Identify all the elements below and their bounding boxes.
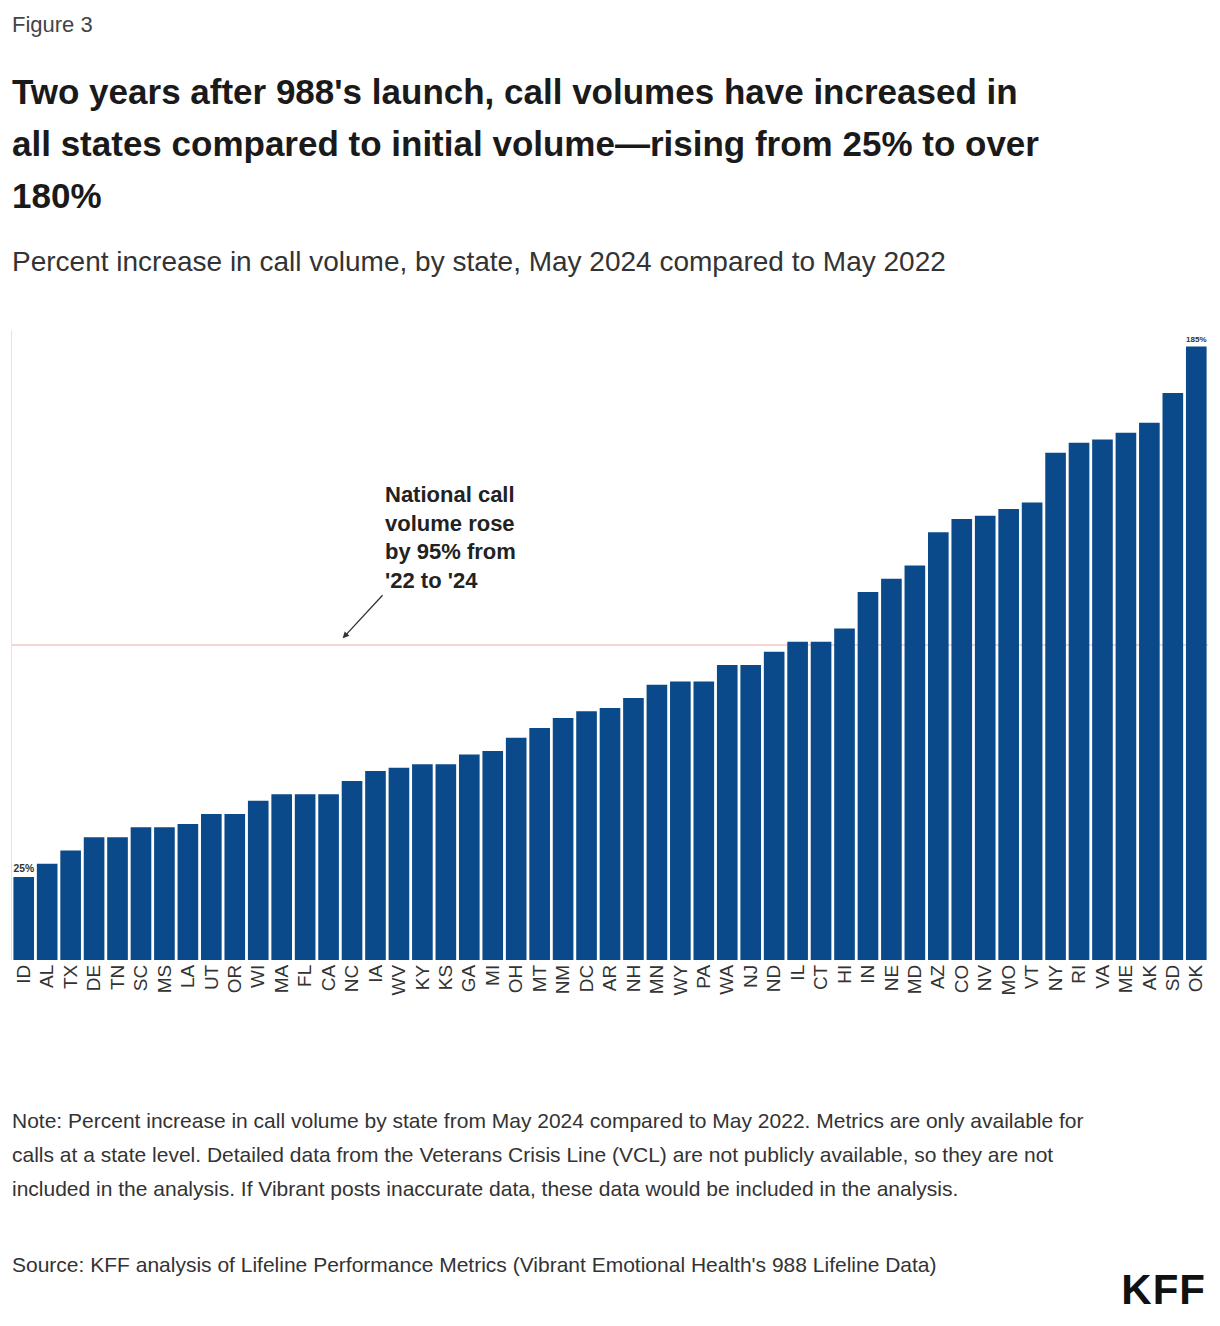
svg-text:MO: MO — [998, 965, 1019, 996]
svg-text:LA: LA — [177, 964, 198, 988]
svg-text:25%: 25% — [13, 863, 34, 874]
svg-text:TX: TX — [60, 964, 81, 989]
svg-text:DC: DC — [576, 965, 597, 992]
html-text:Percent increase in call volum: Percent increase in call volume, by stat… — [12, 246, 946, 277]
svg-text:NJ: NJ — [740, 965, 761, 988]
svg-text:IN: IN — [857, 965, 878, 984]
svg-text:ID: ID — [13, 965, 34, 984]
html-text:all states compared to initial: all states compared to initial volume—ri… — [12, 124, 1039, 163]
svg-text:MI: MI — [482, 965, 503, 986]
svg-text:CA: CA — [318, 964, 339, 991]
svg-text:KS: KS — [435, 965, 456, 990]
svg-text:DE: DE — [83, 965, 104, 991]
svg-text:WY: WY — [670, 964, 691, 995]
svg-text:MT: MT — [529, 964, 550, 992]
svg-text:OH: OH — [505, 965, 526, 994]
svg-text:CT: CT — [810, 964, 831, 990]
svg-text:WV: WV — [388, 964, 409, 995]
svg-text:National callvolume roseby 95%: National callvolume roseby 95% from'22 t… — [385, 482, 516, 593]
svg-text:MD: MD — [904, 965, 925, 995]
svg-text:AZ: AZ — [927, 964, 948, 989]
svg-text:OK: OK — [1185, 964, 1206, 992]
svg-text:IL: IL — [787, 965, 808, 981]
svg-text:RI: RI — [1068, 965, 1089, 984]
svg-text:185%: 185% — [1186, 335, 1207, 344]
svg-text:NM: NM — [552, 965, 573, 995]
svg-text:AK: AK — [1139, 964, 1160, 990]
svg-text:NE: NE — [881, 965, 902, 991]
svg-text:WI: WI — [247, 965, 268, 988]
svg-text:HI: HI — [834, 965, 855, 984]
svg-text:UT: UT — [201, 964, 222, 990]
svg-text:ME: ME — [1115, 965, 1136, 994]
svg-text:VT: VT — [1021, 964, 1042, 989]
svg-text:OR: OR — [224, 965, 245, 994]
html-text:Figure 3: Figure 3 — [12, 12, 93, 37]
html-text:Note: Percent increase in call: Note: Percent increase in call volume by… — [12, 1109, 1084, 1200]
svg-text:WA: WA — [716, 964, 737, 994]
svg-text:GA: GA — [458, 964, 479, 992]
html-text:Source: KFF analysis of Lifeli: Source: KFF analysis of Lifeline Perform… — [12, 1253, 937, 1276]
svg-text:AR: AR — [599, 965, 620, 991]
svg-text:KY: KY — [412, 964, 433, 990]
html-text:KFF: KFF — [1121, 1266, 1206, 1313]
svg-text:VA: VA — [1092, 964, 1113, 988]
svg-text:NV: NV — [974, 964, 995, 991]
svg-text:IA: IA — [365, 964, 386, 982]
svg-text:NC: NC — [341, 965, 362, 992]
html-text:180%: 180% — [12, 176, 102, 215]
svg-text:SC: SC — [130, 965, 151, 991]
svg-text:SD: SD — [1162, 965, 1183, 991]
svg-text:MN: MN — [646, 965, 667, 995]
svg-text:CO: CO — [951, 965, 972, 994]
svg-text:PA: PA — [693, 964, 714, 988]
svg-text:FL: FL — [294, 965, 315, 987]
svg-text:AL: AL — [36, 965, 57, 988]
svg-text:MA: MA — [271, 964, 292, 993]
html-text:Two years after 988's launch,: Two years after 988's launch, call volum… — [12, 72, 1018, 111]
svg-text:NH: NH — [623, 965, 644, 992]
svg-text:TN: TN — [107, 965, 128, 990]
svg-text:NY: NY — [1045, 964, 1066, 991]
svg-text:MS: MS — [154, 965, 175, 994]
svg-text:ND: ND — [763, 965, 784, 992]
